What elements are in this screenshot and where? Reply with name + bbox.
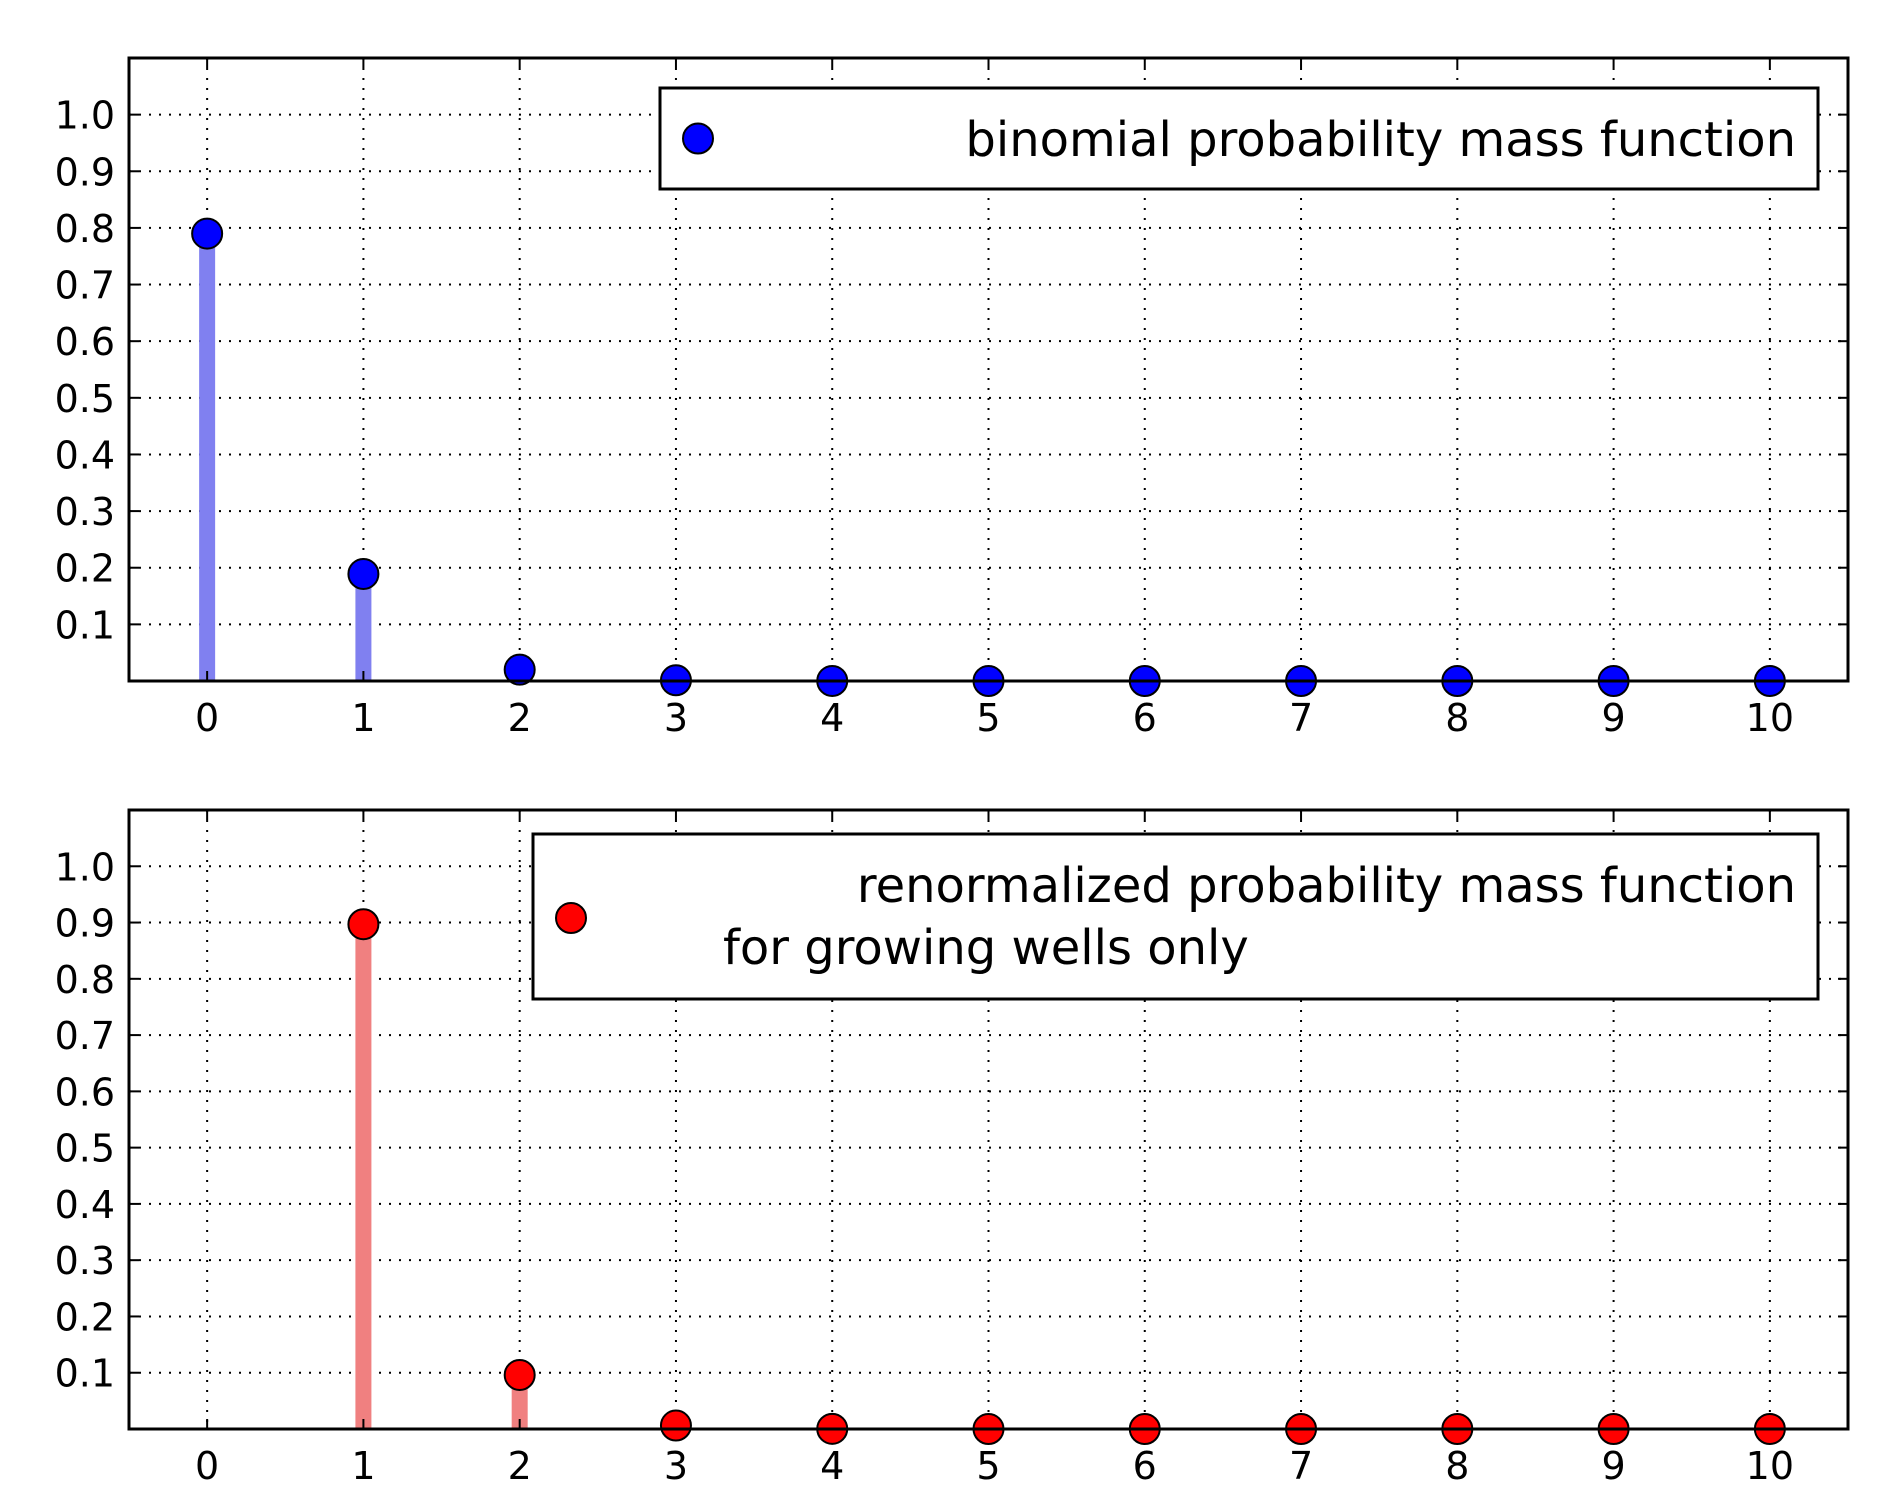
legend-marker [555, 902, 587, 934]
y-tick-label: 0.3 [55, 1239, 115, 1283]
y-tick-label: 0.1 [55, 1352, 115, 1396]
y-tick-label: 0.9 [55, 150, 115, 194]
y-tick-label: 0.4 [55, 433, 115, 477]
y-tick-label: 1.0 [55, 845, 115, 889]
y-tick-label: 0.5 [55, 1127, 115, 1171]
legend-box [531, 832, 1820, 1001]
y-tick-label: 0.6 [55, 320, 115, 364]
data-point-marker [347, 908, 380, 941]
x-tick-label: 4 [820, 696, 844, 740]
subplot-1: 0 1 2 3 4 5 6 7 8 9 10 0.1 0.2 0.3 0.4 0.5 0.6 0.7 0.8 0.9 1… [55, 56, 1850, 740]
x-tick-label: 1 [351, 696, 375, 740]
x-tick-label: 6 [1133, 1444, 1157, 1488]
subplot-2: 0 1 2 3 4 5 6 7 8 9 10 0.1 0.2 0.3 0.4 0.5 0.6 0.7 0.8 0.9 1… [55, 808, 1850, 1488]
legend-box [658, 86, 1820, 191]
y-tick-label: 0.4 [55, 1183, 115, 1227]
y-tick-label: 0.7 [55, 264, 115, 308]
x-tick-label: 2 [508, 696, 532, 740]
x-tick-label: 8 [1445, 1444, 1469, 1488]
x-tick-label: 5 [976, 696, 1000, 740]
x-tick-label: 9 [1601, 1444, 1625, 1488]
legend-label: renormalized probability mass function [857, 858, 1796, 914]
legend: renormalized probability mass function f… [531, 832, 1820, 1001]
x-tick-label: 3 [664, 696, 688, 740]
y-tick-label: 0.5 [55, 377, 115, 421]
x-tick-label: 3 [664, 1444, 688, 1488]
x-tick-label: 8 [1445, 696, 1469, 740]
x-tick-label: 0 [195, 696, 219, 740]
data-point-marker [191, 217, 224, 250]
y-tick-label: 0.2 [55, 547, 115, 591]
x-tick-label: 10 [1746, 696, 1794, 740]
x-tick-label: 10 [1746, 1444, 1794, 1488]
y-tick-label: 0.9 [55, 902, 115, 946]
axes-frame [127, 56, 1850, 683]
y-tick-label: 0.7 [55, 1014, 115, 1058]
x-tick-label: 2 [508, 1444, 532, 1488]
y-tick-label: 0.8 [55, 207, 115, 251]
y-tick-label: 0.3 [55, 490, 115, 534]
x-tick-label: 0 [195, 1444, 219, 1488]
y-tick-label: 1.0 [55, 94, 115, 138]
x-tick-label: 7 [1289, 696, 1313, 740]
legend-marker [682, 122, 714, 155]
legend-label: binomial probability mass function [965, 112, 1796, 168]
x-tick-label: 6 [1133, 696, 1157, 740]
y-tick-label: 0.1 [55, 603, 115, 647]
y-tick-label: 0.2 [55, 1295, 115, 1339]
x-tick-label: 9 [1601, 696, 1625, 740]
x-tick-label: 1 [351, 1444, 375, 1488]
x-tick-label: 5 [976, 1444, 1000, 1488]
x-tick-label: 7 [1289, 1444, 1313, 1488]
x-tick-label: 4 [820, 1444, 844, 1488]
y-tick-label: 0.8 [55, 958, 115, 1002]
data-point-marker [503, 1358, 536, 1391]
data-point-marker [503, 653, 536, 686]
axes-frame [127, 808, 1850, 1431]
data-point-marker [347, 557, 380, 590]
legend: binomial probability mass function [658, 86, 1820, 191]
legend-label: for growing wells only [723, 920, 1249, 976]
data-point-marker [659, 1409, 692, 1442]
y-tick-label: 0.6 [55, 1070, 115, 1114]
